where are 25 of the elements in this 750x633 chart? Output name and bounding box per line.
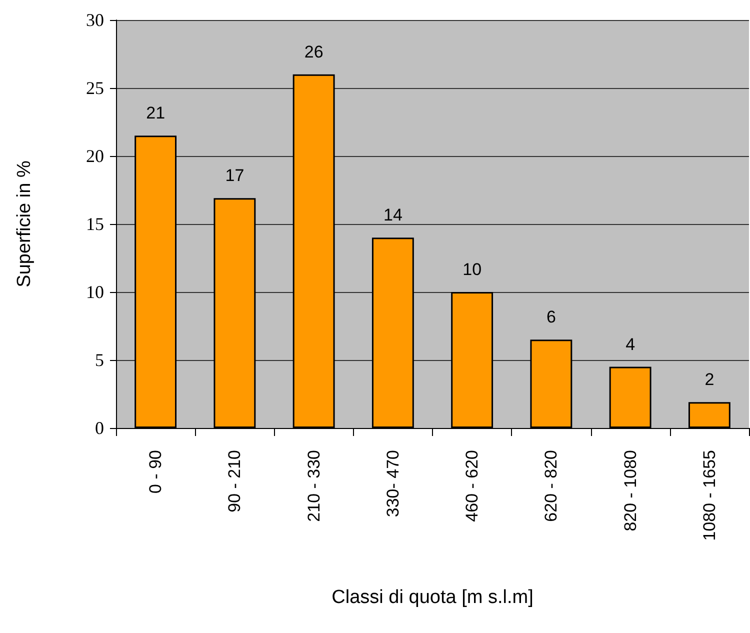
- y-axis-title: Superficie in %: [14, 160, 35, 288]
- data-label: 6: [546, 308, 556, 327]
- data-label: 21: [146, 104, 166, 123]
- y-tick-label: 20: [86, 146, 104, 166]
- y-tick-label: 5: [95, 350, 104, 370]
- data-label: 26: [304, 42, 324, 62]
- y-tick-label: 10: [86, 282, 104, 302]
- y-tick-label: 25: [86, 78, 104, 98]
- x-axis-title: Classi di quota [m s.l.m]: [332, 587, 534, 608]
- y-tick-label: 0: [95, 418, 104, 438]
- data-label: 4: [626, 334, 636, 354]
- data-label: 2: [704, 370, 714, 390]
- data-label: 14: [383, 206, 402, 225]
- x-tick-label: 0 - 90: [146, 450, 166, 494]
- y-tick-label: 15: [86, 214, 104, 234]
- data-label: 17: [225, 166, 244, 186]
- x-tick-label: 330- 470: [383, 450, 402, 518]
- x-tick-label: 1080 - 1655: [700, 450, 719, 541]
- x-tick-label: 460 - 620: [462, 450, 482, 522]
- x-tick-label: 820 - 1080: [620, 450, 640, 532]
- y-tick-label: 30: [86, 10, 104, 30]
- data-label: 10: [462, 260, 482, 279]
- x-tick-label: 620 - 820: [542, 450, 561, 522]
- x-tick-label: 90 - 210: [225, 450, 244, 512]
- x-tick-label: 210 - 330: [304, 450, 324, 522]
